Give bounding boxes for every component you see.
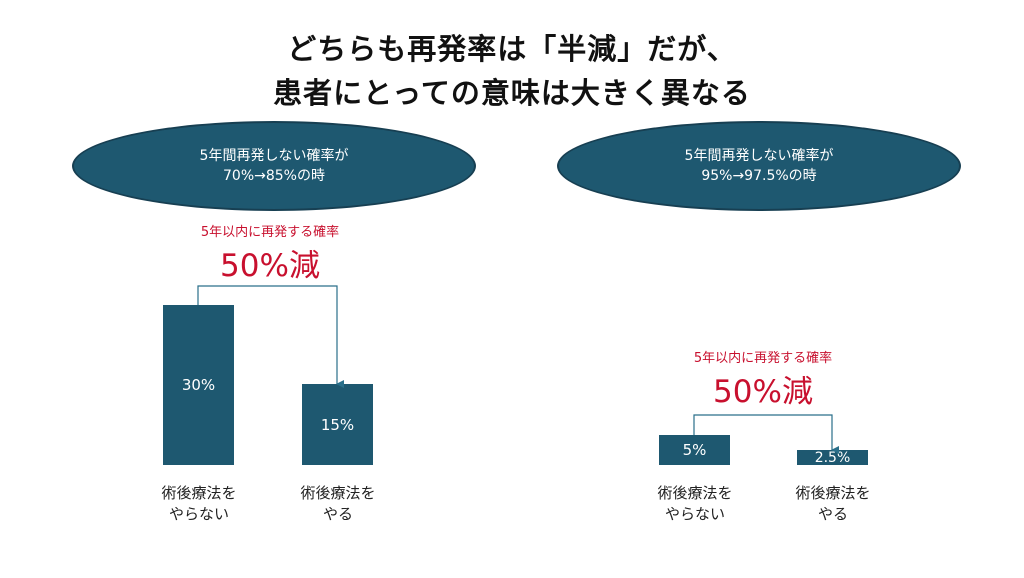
right-oval-line-1: 5年間再発しない確率が <box>684 148 834 164</box>
right-bar-no-therapy-value: 5% <box>682 441 707 459</box>
left-bar-with-therapy-label-line-2: やる <box>322 505 353 523</box>
left-bar-with-therapy-value: 15% <box>320 415 355 434</box>
page-title-line-2: 患者にとっての意味は大きく異なる <box>273 76 751 110</box>
left-oval-line-1: 5年間再発しない確率が <box>199 148 349 164</box>
right-reduction-arrow <box>693 414 839 454</box>
left-reduction-arrow <box>197 285 344 388</box>
left-bar-no-therapy-label-line-2: やらない <box>168 505 229 523</box>
right-reduction-value: 50%減 <box>713 374 813 410</box>
right-bar-with-therapy-value: 2.5% <box>814 449 851 466</box>
right-bar-with-therapy: 2.5% <box>797 449 868 466</box>
right-bar-no-therapy-label-line-1: 術後療法を <box>657 484 733 502</box>
right-bar-with-therapy-label-line-1: 術後療法を <box>795 484 871 502</box>
right-bar-no-therapy-label-line-2: やらない <box>664 505 725 523</box>
left-bar-no-therapy-value: 30% <box>181 376 216 394</box>
left-oval-line-2: 70%→85%の時 <box>223 168 325 184</box>
left-reduction-value: 50%減 <box>220 248 320 284</box>
left-bar-no-therapy: 30% <box>163 305 234 465</box>
left-condition-oval: 5年間再発しない確率が 70%→85%の時 <box>72 121 476 211</box>
right-bar-with-therapy-label: 術後療法を やる <box>773 483 893 525</box>
left-bar-with-therapy-label-line-1: 術後療法を <box>300 484 376 502</box>
left-bar-with-therapy-label: 術後療法を やる <box>278 483 398 525</box>
right-reduction-caption: 5年以内に再発する確率 <box>693 351 833 366</box>
right-condition-oval: 5年間再発しない確率が 95%→97.5%の時 <box>557 121 961 211</box>
page-title-line-1: どちらも再発率は「半減」だが、 <box>287 32 737 66</box>
left-bar-with-therapy: 15% <box>302 384 373 465</box>
right-oval-line-2: 95%→97.5%の時 <box>701 168 817 184</box>
right-bar-no-therapy: 5% <box>659 435 730 465</box>
right-bar-with-therapy-label-line-2: やる <box>817 505 848 523</box>
right-bar-no-therapy-label: 術後療法を やらない <box>635 483 755 525</box>
left-bar-no-therapy-label: 術後療法を やらない <box>139 483 259 525</box>
left-bar-no-therapy-label-line-1: 術後療法を <box>161 484 237 502</box>
left-reduction-caption: 5年以内に再発する確率 <box>200 225 340 240</box>
